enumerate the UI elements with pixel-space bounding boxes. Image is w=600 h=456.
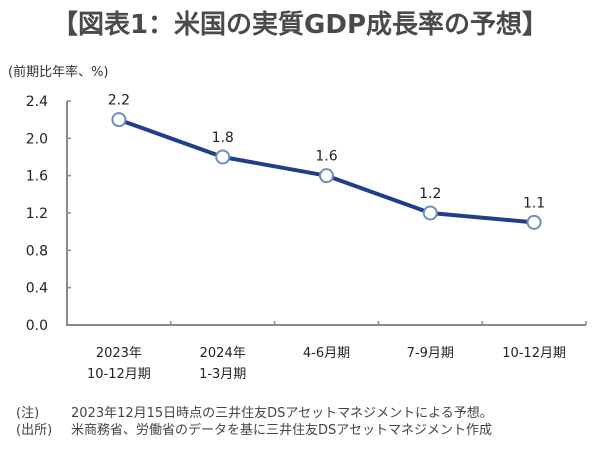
data-label: 1.8 bbox=[212, 130, 234, 146]
note-tag: (注) bbox=[16, 406, 40, 421]
y-tick-label: 2.0 bbox=[26, 131, 48, 147]
data-point-marker bbox=[215, 149, 231, 165]
footnotes: (注) 2023年12月15日時点の三井住友DSアセットマネジメントによる予想。… bbox=[16, 405, 493, 439]
y-tick-label: 0.4 bbox=[26, 281, 48, 297]
y-tick-label: 2.4 bbox=[26, 94, 48, 110]
x-tick-label: 10-12月期 bbox=[502, 346, 566, 361]
x-tick-label: 2024年 1-3月期 bbox=[199, 346, 246, 382]
line-chart: 0.0 0.4 0.8 1.2 1.6 2.0 2.4 2023年 10-12月期 2024年 1… bbox=[26, 93, 587, 382]
y-tick-label: 0.0 bbox=[26, 318, 48, 334]
x-tick-label-line: 10-12月期 bbox=[502, 346, 566, 361]
x-tick-label-line: 4-6月期 bbox=[303, 346, 350, 361]
x-tick-label-line: 10-12月期 bbox=[87, 367, 151, 382]
chart-title: 【図表1：米国の実質GDP成長率の予想】 bbox=[51, 10, 549, 40]
data-labels: 2.2 1.8 1.6 1.2 1.1 bbox=[108, 93, 545, 212]
data-point-marker bbox=[111, 112, 127, 128]
y-tick-label: 1.6 bbox=[26, 169, 48, 185]
x-tick-label: 7-9月期 bbox=[407, 346, 454, 361]
note-row: (注) 2023年12月15日時点の三井住友DSアセットマネジメントによる予想。 bbox=[16, 405, 493, 422]
data-label: 1.6 bbox=[315, 149, 337, 165]
x-tick-label-line: 2024年 bbox=[200, 346, 246, 361]
y-tick-label: 0.8 bbox=[26, 243, 48, 259]
y-tick-label: 1.2 bbox=[26, 206, 48, 222]
source-tag: (出所) bbox=[16, 423, 53, 438]
y-axis-ticks: 0.0 0.4 0.8 1.2 1.6 2.0 2.4 bbox=[26, 94, 71, 334]
y-axis-unit-label: (前期比年率、%) bbox=[8, 65, 109, 80]
x-tick-label-line: 7-9月期 bbox=[407, 346, 454, 361]
axes bbox=[66, 101, 586, 326]
x-tick-label-line: 1-3月期 bbox=[199, 367, 246, 382]
source-row: (出所) 米商務省、労働省のデータを基に三井住友DSアセットマネジメント作成 bbox=[16, 422, 493, 439]
x-tick-label: 2023年 10-12月期 bbox=[87, 346, 151, 382]
x-tick-label-line: 2023年 bbox=[96, 346, 142, 361]
data-point-marker bbox=[422, 205, 438, 221]
series-group bbox=[111, 112, 542, 230]
note-text: 2023年12月15日時点の三井住友DSアセットマネジメントによる予想。 bbox=[71, 406, 493, 421]
data-label: 1.1 bbox=[523, 195, 545, 211]
data-point-marker bbox=[319, 168, 334, 184]
data-point-marker bbox=[526, 214, 542, 230]
x-tick-label: 4-6月期 bbox=[303, 346, 350, 361]
x-axis-ticks: 2023年 10-12月期 2024年 1-3月期 4-6月期 7-9月期 10-12月期 bbox=[87, 321, 587, 382]
data-label: 1.2 bbox=[419, 186, 441, 202]
data-label: 2.2 bbox=[108, 93, 130, 109]
source-text: 米商務省、労働省のデータを基に三井住友DSアセットマネジメント作成 bbox=[71, 423, 493, 438]
